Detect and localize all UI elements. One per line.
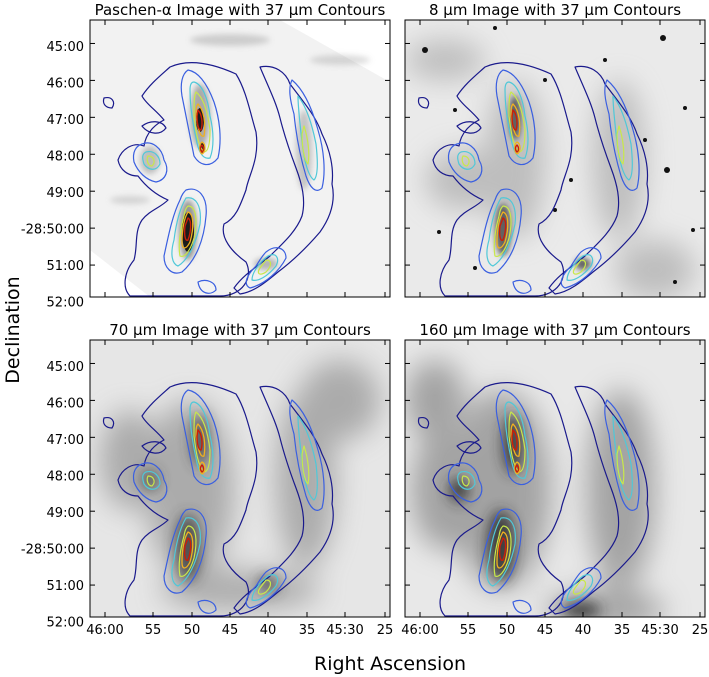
ra-tick-label: 55	[145, 623, 162, 638]
ra-tick-label: 46:00	[401, 623, 438, 638]
dec-tick-label: 45:00	[47, 40, 84, 55]
dec-tick-label: 52:00	[47, 296, 84, 311]
dec-tick-label: 51:00	[47, 259, 84, 274]
ra-tick-label: 50	[184, 623, 201, 638]
panel-title: 160 μm Image with 37 μm Contours	[419, 321, 690, 339]
ra-tick-label: 50	[499, 623, 516, 638]
panel-frame	[89, 19, 391, 298]
panel-title: Paschen-α Image with 37 μm Contours	[95, 1, 386, 19]
ra-tick-label: 25	[377, 623, 394, 638]
panel-frame	[404, 19, 706, 298]
panel-70um: 70 μm Image with 37 μm Contours 45:00 46:0…	[21, 321, 393, 638]
dec-tick-label: 48:00	[47, 470, 84, 485]
ra-tick-label: 45:30	[326, 623, 363, 638]
ra-tick-label: 55	[460, 623, 477, 638]
panel-160um: 160 μm Image with 37 μm Contours 46:00 55 5…	[401, 321, 708, 638]
x-axis-label: Right Ascension	[314, 653, 466, 675]
panel-title: 70 μm Image with 37 μm Contours	[109, 321, 371, 339]
dec-tick-label: 47:00	[47, 113, 84, 128]
dec-tick-label: 52:00	[47, 616, 84, 631]
dec-tick-label: 49:00	[47, 186, 84, 201]
dec-tick-label: 46:00	[47, 397, 84, 412]
ra-tick-label: 25	[692, 623, 709, 638]
y-axis-label: Declination	[2, 276, 24, 383]
dec-tick-label: 51:00	[47, 579, 84, 594]
dec-tick-label: 47:00	[47, 433, 84, 448]
ra-tick-label: 35	[614, 623, 631, 638]
dec-tick-label: 48:00	[47, 150, 84, 165]
ra-tick-label: 40	[260, 623, 277, 638]
panel-frame	[89, 339, 391, 618]
dec-tick-label: -28:50:00	[21, 223, 84, 238]
panel-paschen-alpha: Paschen-α Image with 37 μm Contours 45:00…	[21, 1, 391, 311]
ra-tick-label: 35	[299, 623, 316, 638]
dec-tick-label: 49:00	[47, 506, 84, 521]
ra-tick-label: 45:30	[641, 623, 678, 638]
dec-tick-label: 46:00	[47, 77, 84, 92]
panel-8um: 8 μm Image with 37 μm Contours	[404, 1, 706, 298]
ra-tick-label: 46:00	[86, 623, 123, 638]
panel-frame	[404, 339, 706, 618]
panel-title: 8 μm Image with 37 μm Contours	[429, 1, 681, 19]
ra-tick-label: 40	[575, 623, 592, 638]
dec-tick-label: -28:50:00	[21, 543, 84, 558]
dec-tick-label: 45:00	[47, 360, 84, 375]
ra-tick-label: 45	[537, 623, 554, 638]
ra-tick-label: 45	[222, 623, 239, 638]
